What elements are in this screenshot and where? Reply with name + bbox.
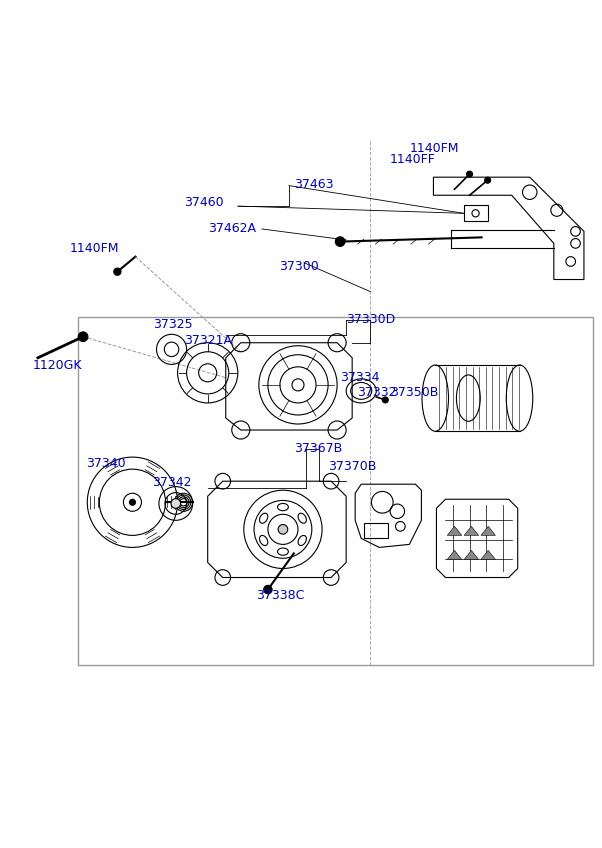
Text: 37330D: 37330D xyxy=(346,314,396,326)
Text: 37338C: 37338C xyxy=(256,589,304,602)
Text: 37340: 37340 xyxy=(86,456,126,470)
Text: 1140FM: 1140FM xyxy=(69,242,119,254)
Polygon shape xyxy=(447,527,462,535)
Text: 37463: 37463 xyxy=(294,178,334,191)
Text: 37342: 37342 xyxy=(152,477,191,489)
Circle shape xyxy=(382,397,388,403)
Text: 37332: 37332 xyxy=(357,386,397,399)
Text: 1120GK: 1120GK xyxy=(33,359,82,371)
Circle shape xyxy=(78,332,88,342)
Text: 1140FM: 1140FM xyxy=(409,142,459,155)
Text: 37350B: 37350B xyxy=(390,386,438,399)
Circle shape xyxy=(335,237,345,247)
Circle shape xyxy=(264,585,272,594)
Text: 37460: 37460 xyxy=(184,196,223,209)
Text: 37462A: 37462A xyxy=(208,222,256,236)
Polygon shape xyxy=(464,527,479,535)
Text: 37334: 37334 xyxy=(340,371,380,383)
Circle shape xyxy=(278,525,288,534)
Bar xyxy=(78,317,593,665)
Circle shape xyxy=(467,171,473,177)
Circle shape xyxy=(485,177,491,183)
Text: 37367B: 37367B xyxy=(294,442,342,455)
Bar xyxy=(464,205,488,220)
Circle shape xyxy=(129,499,135,505)
Text: 37325: 37325 xyxy=(154,318,193,332)
Polygon shape xyxy=(464,550,479,560)
Text: 37370B: 37370B xyxy=(328,460,376,472)
Text: 1140FF: 1140FF xyxy=(390,153,436,165)
Circle shape xyxy=(171,499,181,508)
Bar xyxy=(364,523,388,538)
Polygon shape xyxy=(447,550,462,560)
Polygon shape xyxy=(481,527,495,535)
Circle shape xyxy=(114,268,121,276)
Text: 37321A: 37321A xyxy=(184,334,232,348)
Polygon shape xyxy=(481,550,495,560)
Text: 37300: 37300 xyxy=(279,259,319,273)
